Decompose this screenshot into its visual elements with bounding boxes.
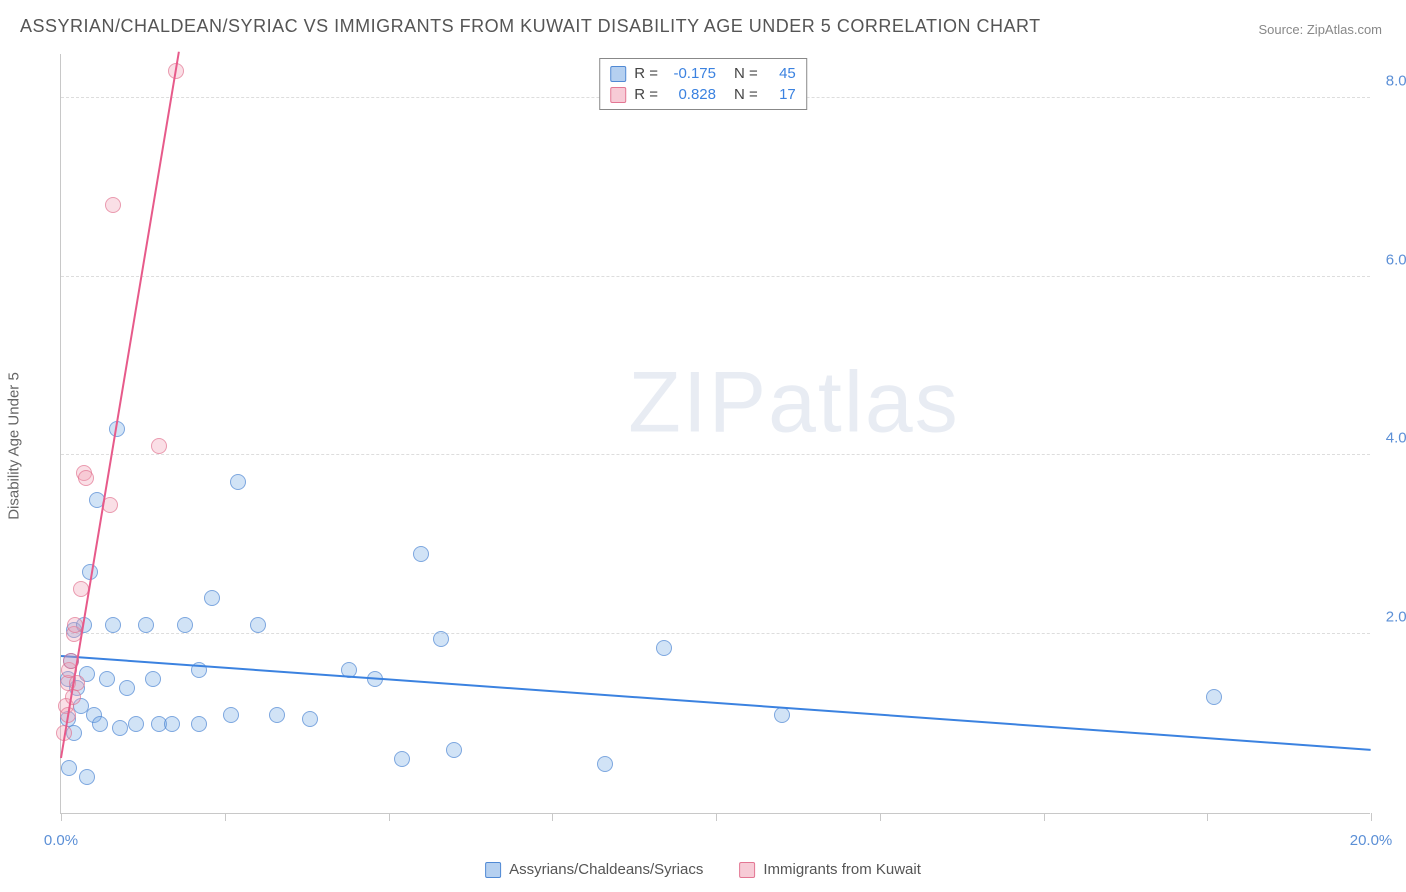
- data-point: [99, 671, 115, 687]
- data-point: [78, 470, 94, 486]
- data-point: [151, 438, 167, 454]
- data-point: [164, 716, 180, 732]
- trend-line: [61, 655, 1371, 751]
- chart-title: ASSYRIAN/CHALDEAN/SYRIAC VS IMMIGRANTS F…: [20, 16, 1041, 37]
- data-point: [204, 590, 220, 606]
- source-label: Source: ZipAtlas.com: [1258, 22, 1382, 37]
- legend-item-pink: Immigrants from Kuwait: [739, 861, 921, 878]
- watermark: ZIPatlas: [628, 354, 959, 453]
- n-label: N =: [734, 65, 758, 82]
- legend-row-blue: R = -0.175 N = 45: [610, 63, 796, 84]
- y-tick-label: 6.0%: [1376, 251, 1406, 268]
- data-point: [269, 707, 285, 723]
- legend-item-blue: Assyrians/Chaldeans/Syriacs: [485, 861, 703, 878]
- gridline: [61, 276, 1370, 277]
- legend-label-pink: Immigrants from Kuwait: [763, 861, 921, 878]
- legend-row-pink: R = 0.828 N = 17: [610, 84, 796, 105]
- gridline: [61, 454, 1370, 455]
- correlation-legend: R = -0.175 N = 45 R = 0.828 N = 17: [599, 58, 807, 110]
- x-tick: [225, 813, 226, 821]
- n-value-pink: 17: [766, 86, 796, 103]
- data-point: [128, 716, 144, 732]
- data-point: [223, 707, 239, 723]
- data-point: [656, 640, 672, 656]
- swatch-blue-icon: [485, 862, 501, 878]
- data-point: [597, 756, 613, 772]
- data-point: [191, 716, 207, 732]
- swatch-pink-icon: [610, 87, 626, 103]
- legend-label-blue: Assyrians/Chaldeans/Syriacs: [509, 861, 703, 878]
- plot-area: ZIPatlas 2.0%4.0%6.0%8.0%0.0%20.0%: [60, 54, 1370, 814]
- series-legend: Assyrians/Chaldeans/Syriacs Immigrants f…: [485, 861, 921, 878]
- y-tick-label: 2.0%: [1376, 609, 1406, 626]
- data-point: [112, 720, 128, 736]
- data-point: [92, 716, 108, 732]
- data-point: [302, 711, 318, 727]
- data-point: [394, 751, 410, 767]
- r-value-blue: -0.175: [666, 65, 716, 82]
- swatch-pink-icon: [739, 862, 755, 878]
- data-point: [230, 474, 246, 490]
- data-point: [105, 197, 121, 213]
- x-tick: [389, 813, 390, 821]
- x-tick: [552, 813, 553, 821]
- x-tick: [1371, 813, 1372, 821]
- data-point: [177, 617, 193, 633]
- r-label: R =: [634, 65, 658, 82]
- x-tick: [880, 813, 881, 821]
- data-point: [61, 760, 77, 776]
- x-tick-label: 20.0%: [1350, 832, 1393, 849]
- x-tick: [716, 813, 717, 821]
- y-tick-label: 4.0%: [1376, 430, 1406, 447]
- x-tick: [1207, 813, 1208, 821]
- trend-line: [60, 52, 180, 759]
- gridline: [61, 633, 1370, 634]
- y-axis-label: Disability Age Under 5: [6, 372, 23, 520]
- data-point: [1206, 689, 1222, 705]
- data-point: [145, 671, 161, 687]
- data-point: [79, 769, 95, 785]
- swatch-blue-icon: [610, 66, 626, 82]
- data-point: [250, 617, 266, 633]
- data-point: [413, 546, 429, 562]
- data-point: [433, 631, 449, 647]
- r-label: R =: [634, 86, 658, 103]
- data-point: [446, 742, 462, 758]
- data-point: [119, 680, 135, 696]
- data-point: [138, 617, 154, 633]
- x-tick: [61, 813, 62, 821]
- n-label: N =: [734, 86, 758, 103]
- y-tick-label: 8.0%: [1376, 72, 1406, 89]
- r-value-pink: 0.828: [666, 86, 716, 103]
- data-point: [105, 617, 121, 633]
- n-value-blue: 45: [766, 65, 796, 82]
- x-tick-label: 0.0%: [44, 832, 78, 849]
- x-tick: [1044, 813, 1045, 821]
